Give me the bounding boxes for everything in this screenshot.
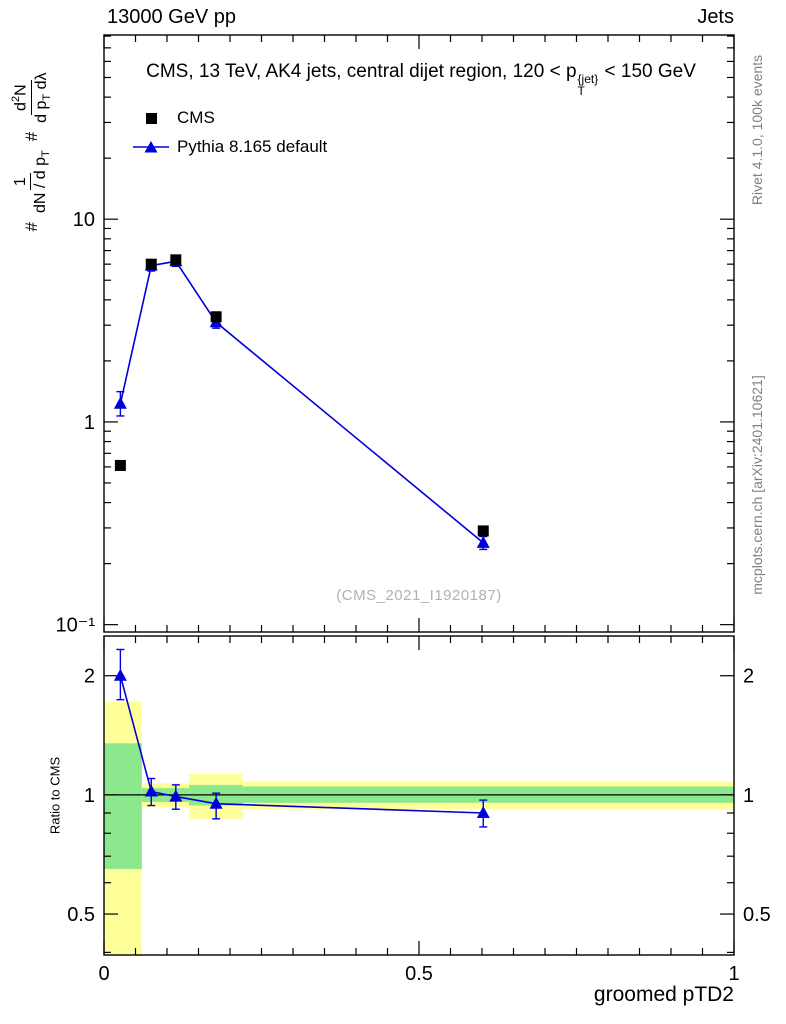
main-series-pythia — [113, 254, 490, 551]
plot-title: CMS, 13 TeV, AK4 jets, central dijet reg… — [104, 58, 738, 97]
tick-label: 1 — [728, 963, 739, 985]
ratio-series-pythia — [113, 648, 490, 828]
tick-label: 0.5 — [743, 904, 771, 926]
tick-label: 1 — [84, 785, 95, 807]
legend-item-cms: CMS — [132, 103, 327, 132]
square-marker — [146, 112, 157, 124]
fraction-two-denominator: d pT dλ — [32, 70, 54, 124]
axis-tick-labels: 10 1 10⁻¹ 2 2 1 1 0.5 0.5 0 0.5 1 — [56, 209, 771, 985]
num-text: N — [12, 84, 30, 96]
fraction-two: d2N d pT dλ — [10, 70, 54, 124]
den-subscript: T — [40, 93, 53, 101]
process-label: Jets — [697, 6, 734, 28]
hash-symbol: # — [22, 222, 41, 232]
plot-title-prefix: CMS, 13 TeV, AK4 jets, central dijet reg… — [146, 61, 577, 82]
beam-energy-label: 13000 GeV pp — [107, 6, 236, 28]
legend: CMS Pythia 8.165 default — [132, 103, 327, 161]
tick-label: 0.5 — [405, 963, 433, 985]
fraction-one: 1 dN / d pT — [10, 148, 54, 215]
main-series-cms — [114, 254, 489, 537]
main-y-axis-label: # 1 dN / d pT # d2N d pT dλ — [9, 31, 55, 271]
tick-label: 0.5 — [67, 904, 95, 926]
den-text: dN / d p — [31, 157, 49, 214]
x-axis-title: groomed pTD2 — [593, 983, 734, 1006]
band-inner — [104, 743, 142, 869]
legend-item-pythia: Pythia 8.165 default — [132, 132, 327, 161]
fraction-two-numerator: d2N — [10, 80, 32, 115]
triangle-marker — [144, 140, 158, 152]
pt-jet-symbol: {jet} T — [578, 73, 599, 97]
square-marker — [477, 525, 489, 537]
series-line — [119, 260, 484, 544]
plot-title-suffix: < 150 GeV — [599, 61, 696, 82]
tick-label: 2 — [84, 666, 95, 688]
tick-label: 2 — [743, 666, 754, 688]
fraction-one-denominator: dN / d pT — [31, 148, 53, 215]
plot-title-superscript: {jet} — [577, 72, 599, 86]
tick-label: 1 — [84, 412, 95, 434]
analysis-id-watermark: (CMS_2021_I1920187) — [336, 587, 502, 604]
legend-label-pythia: Pythia 8.165 default — [177, 136, 328, 156]
mcplots-reference-note: mcplots.cern.ch [arXiv:2401.10621] — [749, 375, 765, 595]
tick-label: 1 — [743, 785, 754, 807]
den-text: d p — [32, 100, 50, 123]
triangle-marker — [169, 789, 183, 802]
square-marker — [145, 258, 157, 270]
main-frame — [103, 34, 735, 633]
cms-square-marker-icon — [146, 112, 157, 124]
triangle-marker — [209, 796, 223, 809]
square-marker — [210, 311, 222, 323]
num-text: d — [12, 102, 30, 111]
triangle-marker — [113, 396, 127, 409]
square-marker — [114, 459, 126, 471]
triangle-marker — [113, 668, 127, 681]
den-text: dλ — [32, 72, 50, 94]
rivet-version-note: Rivet 4.1.0, 100k events — [749, 54, 765, 206]
square-marker — [170, 254, 182, 266]
triangle-marker — [476, 535, 490, 548]
legend-label-cms: CMS — [177, 107, 215, 127]
fraction-one-numerator: 1 — [10, 173, 31, 191]
triangle-marker — [476, 805, 490, 818]
triangle-marker — [144, 784, 158, 797]
num-superscript: 2 — [10, 95, 23, 103]
den-subscript: T — [40, 150, 53, 158]
tick-label: 0 — [98, 963, 109, 985]
plot-title-subscript: T — [577, 84, 585, 98]
ratio-y-axis-label: Ratio to CMS — [47, 756, 63, 835]
pythia-line-triangle-marker-icon — [133, 140, 169, 152]
ratio-uncertainty-bands — [104, 701, 734, 955]
tick-label: 10⁻¹ — [56, 615, 96, 637]
ratio-frame — [103, 635, 735, 956]
hash-symbol: # — [22, 131, 41, 142]
tick-label: 10 — [73, 209, 95, 231]
